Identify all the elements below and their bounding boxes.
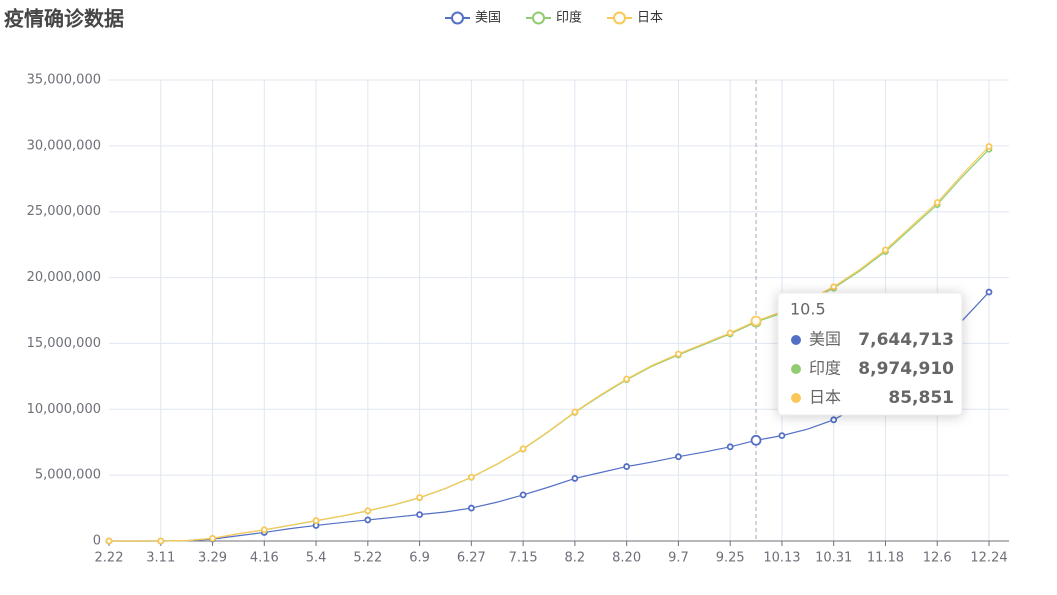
- point: [933, 199, 941, 206]
- series-line: [108, 146, 990, 542]
- x-tick-label: 9.25: [716, 551, 745, 566]
- point: [726, 443, 734, 451]
- x-tick-label: 8.20: [612, 551, 641, 566]
- point: [312, 517, 320, 524]
- x-tick-label: 3.11: [146, 551, 175, 566]
- x-tick-label: 9.7: [668, 551, 689, 566]
- point: [830, 416, 838, 424]
- y-tick-label: 5,000,000: [35, 468, 101, 483]
- tooltip-title: 10.5: [790, 300, 826, 319]
- x-tick-label: 3.29: [198, 551, 227, 566]
- y-tick-label: 35,000,000: [27, 73, 101, 88]
- point: [571, 475, 579, 482]
- tooltip-name: 印度: [809, 359, 841, 378]
- y-tick-label: 15,000,000: [27, 336, 101, 351]
- legend-label: 印度: [556, 10, 582, 26]
- point: [416, 494, 423, 501]
- point: [623, 375, 631, 383]
- y-tick-label: 0: [93, 534, 101, 549]
- tooltip-value: 85,851: [888, 388, 954, 408]
- point: [571, 408, 579, 416]
- point: [675, 350, 682, 358]
- tooltip-name: 美国: [809, 330, 841, 349]
- point: [260, 526, 268, 534]
- point: [750, 315, 762, 327]
- point: [364, 507, 372, 515]
- y-tick-label: 25,000,000: [27, 204, 101, 219]
- legend-label: 美国: [475, 11, 501, 26]
- point: [830, 283, 838, 291]
- x-tick-label: 5.4: [306, 551, 327, 566]
- x-tick-label: 10.13: [763, 551, 800, 566]
- x-tick-label: 2.22: [95, 551, 124, 566]
- point: [519, 445, 527, 453]
- legend-marker: [613, 11, 626, 25]
- x-tick-label: 12.6: [923, 551, 952, 566]
- x-tick-label: 8.2: [565, 551, 586, 566]
- point: [467, 504, 475, 512]
- point: [364, 516, 372, 524]
- x-tick-label: 4.16: [250, 551, 279, 566]
- legend-marker: [451, 11, 464, 25]
- tooltip-value: 7,644,713: [858, 330, 954, 350]
- x-tick-label: 12.24: [970, 551, 1007, 566]
- x-tick-label: 5.22: [353, 551, 382, 566]
- point: [467, 473, 475, 481]
- tooltip-name: 日本: [809, 388, 841, 407]
- point: [623, 463, 631, 470]
- tooltip-dot: [791, 364, 801, 374]
- point: [985, 143, 993, 150]
- y-tick-label: 30,000,000: [27, 138, 101, 153]
- point: [778, 432, 786, 440]
- point: [105, 537, 113, 545]
- tooltip-dot: [791, 393, 801, 403]
- point: [209, 534, 216, 542]
- chart-title: 疫情确诊数据: [4, 7, 124, 31]
- point: [985, 288, 993, 296]
- tooltip: 10.5 美国 7,644,713 印度 8,974,910 日本 85,851: [777, 292, 963, 416]
- point: [882, 246, 889, 254]
- x-tick-label: 6.9: [409, 551, 430, 566]
- x-tick-label: 11.18: [867, 551, 904, 566]
- x-tick-label: 10.31: [815, 551, 852, 566]
- tooltip-box: [777, 292, 963, 416]
- x-tick-label: 6.27: [457, 551, 486, 566]
- y-tick-label: 10,000,000: [27, 402, 101, 417]
- x-tick-label: 7.15: [509, 551, 538, 566]
- legend-label: 日本: [637, 11, 663, 26]
- y-tick-label: 20,000,000: [27, 270, 101, 285]
- point: [675, 453, 682, 461]
- tooltip-dot: [791, 335, 801, 345]
- point: [726, 329, 734, 337]
- point: [416, 511, 423, 519]
- point: [157, 537, 165, 545]
- point: [750, 434, 762, 446]
- legend-marker: [532, 11, 545, 25]
- tooltip-value: 8,974,910: [858, 359, 954, 379]
- point: [519, 491, 527, 499]
